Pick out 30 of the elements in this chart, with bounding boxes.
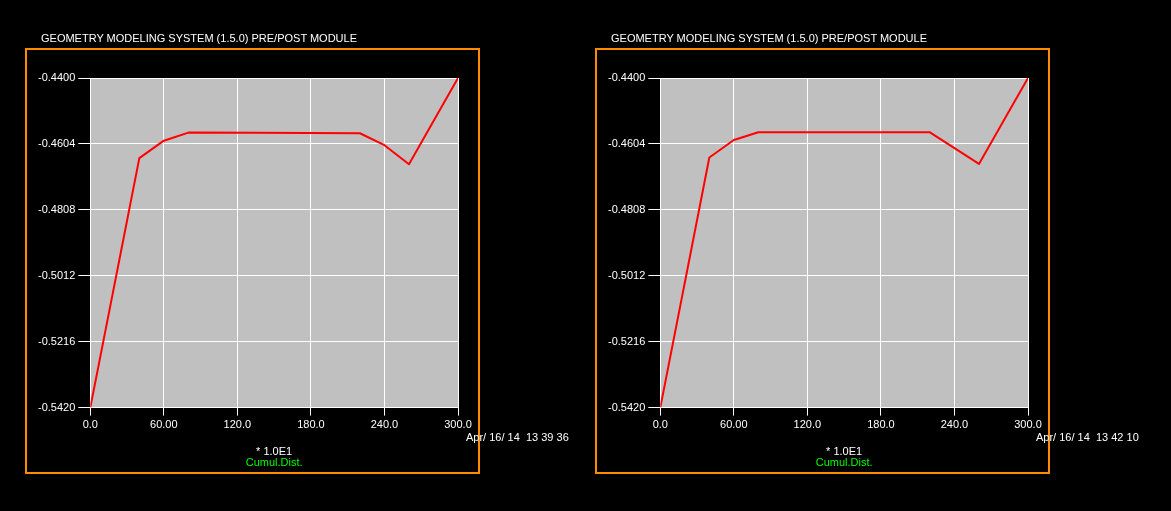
x-tick-label: 0.0	[652, 418, 668, 431]
x-tick-label: 240.0	[370, 418, 399, 431]
y-tick-label: -0.5420	[38, 400, 76, 413]
y-tick-label: -0.4400	[608, 71, 646, 84]
y-tick-label: -0.5216	[38, 334, 76, 347]
y-tick-label: -0.4808	[608, 202, 646, 215]
y-tick-label: -0.5012	[608, 268, 646, 281]
x-tick-label: 60.00	[720, 418, 748, 431]
x-axis-title: Cumul.Dist.	[815, 456, 873, 469]
x-tick-label: 60.00	[150, 418, 178, 431]
x-tick-label: 300.0	[1014, 418, 1042, 431]
chart-title: GEOMETRY MODELING SYSTEM (1.5.0) PRE/POST MODULE	[41, 32, 358, 44]
x-tick-label: 120.0	[223, 418, 252, 431]
chart-title: GEOMETRY MODELING SYSTEM (1.5.0) PRE/POST MODULE	[611, 32, 928, 44]
x-tick-label: 240.0	[940, 418, 969, 431]
y-tick-label: -0.4604	[38, 136, 76, 149]
x-tick-label: 180.0	[867, 418, 895, 431]
y-tick-label: -0.4604	[608, 136, 646, 149]
y-tick-label: -0.5012	[38, 268, 76, 281]
y-tick-label: -0.4400	[38, 71, 76, 84]
y-tick-label: -0.5420	[608, 400, 646, 413]
x-tick-label: 120.0	[793, 418, 822, 431]
x-tick-label: 300.0	[444, 418, 472, 431]
y-tick-label: -0.5216	[608, 334, 646, 347]
x-axis-title: Cumul.Dist.	[245, 456, 303, 469]
x-tick-label: 180.0	[297, 418, 325, 431]
text: * 1.0E1	[256, 444, 293, 457]
x-tick-label: 0.0	[82, 418, 98, 431]
y-tick-label: -0.4808	[38, 202, 76, 215]
text: * 1.0E1	[826, 444, 863, 457]
